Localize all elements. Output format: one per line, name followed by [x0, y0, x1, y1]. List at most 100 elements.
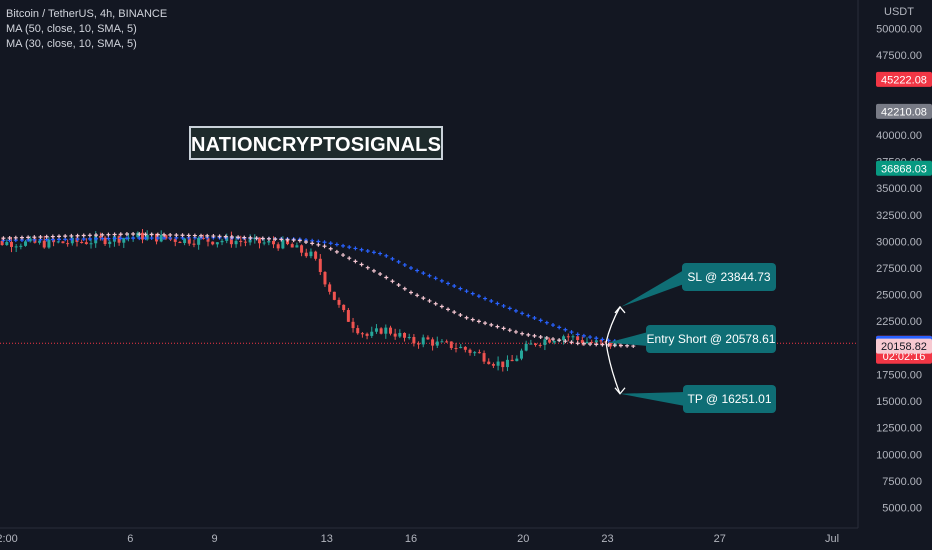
candle-body[interactable] [56, 241, 60, 243]
candle-body[interactable] [398, 332, 402, 337]
candle-body[interactable] [393, 333, 397, 337]
candle-body[interactable] [412, 337, 416, 344]
candle-body[interactable] [5, 241, 9, 245]
candle-body[interactable] [590, 341, 594, 343]
candle-body[interactable] [459, 346, 463, 349]
candle-body[interactable] [519, 350, 523, 359]
candle-body[interactable] [262, 242, 266, 244]
candle-body[interactable] [491, 364, 495, 366]
candle-body[interactable] [548, 339, 552, 343]
candle-body[interactable] [482, 353, 486, 362]
candle-body[interactable] [571, 336, 575, 338]
candle-body[interactable] [445, 341, 449, 343]
candle-body[interactable] [403, 332, 407, 338]
candle-body[interactable] [173, 239, 177, 242]
candle-body[interactable] [234, 240, 238, 245]
candle-body[interactable] [599, 340, 603, 342]
candle-body[interactable] [594, 340, 598, 343]
candle-body[interactable] [351, 321, 355, 329]
candle-body[interactable] [501, 361, 505, 368]
candle-body[interactable] [585, 341, 589, 344]
candle-body[interactable] [220, 240, 224, 243]
candle-body[interactable] [84, 242, 88, 245]
candle-body[interactable] [141, 232, 145, 240]
candle-body[interactable] [89, 243, 93, 245]
candle-body[interactable] [28, 238, 32, 242]
candle-body[interactable] [388, 327, 392, 334]
candle-body[interactable] [286, 239, 290, 245]
candle-body[interactable] [159, 234, 163, 242]
candle-body[interactable] [431, 339, 435, 346]
candle-body[interactable] [300, 245, 304, 253]
candle-body[interactable] [61, 241, 65, 244]
candle-body[interactable] [52, 239, 56, 243]
candle-body[interactable] [290, 244, 294, 248]
candle-body[interactable] [187, 238, 191, 244]
candle-body[interactable] [370, 331, 374, 336]
candle-body[interactable] [328, 284, 332, 292]
candle-body[interactable] [24, 241, 28, 246]
candle-body[interactable] [206, 238, 210, 242]
candle-body[interactable] [164, 234, 168, 239]
candle-body[interactable] [374, 328, 378, 332]
candle-body[interactable] [215, 242, 219, 245]
candle-body[interactable] [463, 346, 467, 350]
candle-body[interactable] [576, 336, 580, 341]
candle-body[interactable] [103, 237, 107, 245]
candle-body[interactable] [407, 337, 411, 339]
candle-body[interactable] [98, 236, 102, 238]
candle-body[interactable] [267, 240, 271, 243]
candle-body[interactable] [342, 304, 346, 311]
candle-body[interactable] [192, 243, 196, 245]
candle-body[interactable] [487, 361, 491, 365]
candle-body[interactable] [477, 352, 481, 354]
candle-body[interactable] [201, 237, 205, 239]
candle-body[interactable] [538, 344, 542, 346]
candle-body[interactable] [108, 241, 112, 245]
candle-body[interactable] [272, 240, 276, 245]
candle-body[interactable] [449, 341, 453, 349]
candle-body[interactable] [337, 299, 341, 305]
candle-body[interactable] [580, 340, 584, 344]
candle-body[interactable] [496, 361, 500, 366]
candle-body[interactable] [0, 240, 4, 245]
candle-body[interactable] [524, 343, 528, 351]
candle-body[interactable] [566, 336, 570, 338]
candle-body[interactable] [225, 236, 229, 241]
candle-body[interactable] [122, 238, 126, 243]
candle-body[interactable] [47, 239, 51, 248]
candle-body[interactable] [145, 234, 149, 240]
candle-body[interactable] [197, 237, 201, 245]
sl-callout-box[interactable] [682, 263, 776, 291]
candle-body[interactable] [529, 343, 533, 345]
candle-body[interactable] [243, 241, 247, 243]
candle-body[interactable] [435, 341, 439, 346]
candle-body[interactable] [379, 328, 383, 334]
candle-body[interactable] [117, 236, 121, 243]
entry-callout-box[interactable] [646, 325, 776, 353]
candle-body[interactable] [38, 240, 42, 243]
candle-body[interactable] [19, 245, 23, 247]
candle-body[interactable] [276, 244, 280, 249]
candle-body[interactable] [346, 310, 350, 322]
candle-body[interactable] [66, 243, 70, 245]
candle-body[interactable] [608, 341, 612, 347]
candle-body[interactable] [229, 236, 233, 245]
candle-body[interactable] [239, 240, 243, 242]
candle-body[interactable] [454, 348, 458, 350]
candle-body[interactable] [70, 237, 74, 244]
candle-body[interactable] [281, 239, 285, 249]
candle-body[interactable] [178, 241, 182, 244]
candle-body[interactable] [440, 341, 444, 343]
candle-body[interactable] [360, 333, 364, 335]
candle-body[interactable] [468, 349, 472, 353]
candle-body[interactable] [80, 241, 84, 243]
candle-body[interactable] [534, 343, 538, 345]
candle-body[interactable] [365, 333, 369, 336]
candle-body[interactable] [318, 258, 322, 272]
ma50-legend[interactable]: MA (50, close, 10, SMA, 5) [6, 23, 137, 35]
candle-body[interactable] [14, 246, 18, 248]
candle-body[interactable] [552, 341, 556, 343]
